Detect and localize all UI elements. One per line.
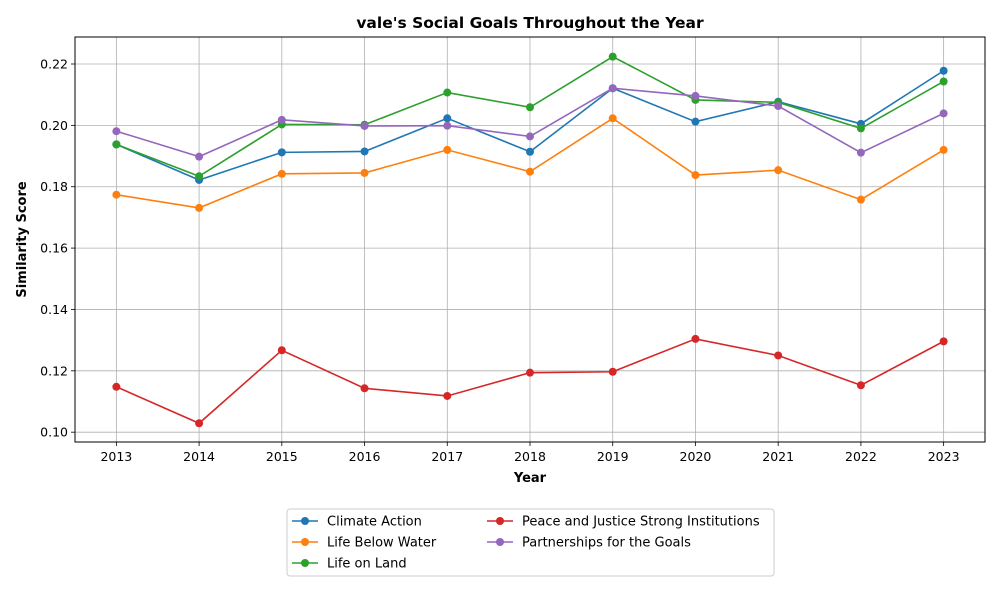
legend-label: Peace and Justice Strong Institutions — [522, 515, 760, 530]
legend-item: Partnerships for the Goals — [487, 536, 691, 551]
x-tick-label: 2014 — [183, 449, 215, 464]
data-point — [443, 88, 452, 97]
legend: Climate Action Life Below Water Life on La… — [286, 508, 775, 577]
data-point — [277, 148, 286, 157]
data-point — [939, 77, 948, 86]
data-point — [360, 168, 369, 177]
data-point — [112, 382, 121, 391]
x-tick-label: 2023 — [928, 449, 960, 464]
x-tick-label: 2021 — [762, 449, 794, 464]
y-tick-label: 0.20 — [40, 118, 68, 133]
data-point — [691, 91, 700, 100]
x-tick-label: 2019 — [597, 449, 629, 464]
data-point — [856, 195, 865, 204]
data-point — [526, 132, 534, 141]
data-point — [856, 124, 865, 133]
y-tick-label: 0.22 — [40, 57, 68, 72]
series-partnerships-for-the-goals — [112, 84, 948, 161]
data-point — [526, 167, 534, 176]
data-point — [774, 102, 783, 111]
legend-label: Partnerships for the Goals — [522, 536, 691, 551]
legend-marker — [496, 517, 504, 525]
data-point — [195, 419, 204, 428]
legend-item: Life Below Water — [292, 536, 437, 551]
legend-box — [286, 508, 775, 577]
data-point — [360, 147, 369, 156]
y-tick-label: 0.12 — [40, 363, 68, 378]
x-tick-label: 2020 — [680, 449, 712, 464]
legend-label: Life on Land — [327, 557, 407, 572]
data-point — [443, 145, 452, 154]
y-tick-label: 0.14 — [40, 302, 68, 317]
legend-item: Climate Action — [292, 515, 422, 530]
x-tick-label: 2015 — [266, 449, 298, 464]
data-point — [443, 121, 452, 130]
data-point — [195, 203, 204, 212]
data-point — [360, 384, 369, 393]
y-axis: 0.10 0.12 0.14 0.16 0.18 0.20 0.22 — [40, 57, 75, 440]
legend-marker — [301, 538, 309, 546]
data-point — [526, 147, 534, 156]
data-point — [277, 346, 286, 355]
x-tick-label: 2018 — [514, 449, 546, 464]
data-point — [608, 114, 617, 123]
data-point — [608, 84, 617, 93]
data-point — [443, 391, 452, 400]
data-point — [856, 381, 865, 390]
data-point — [691, 334, 700, 343]
data-point — [112, 140, 121, 149]
data-point — [112, 190, 121, 199]
data-point — [939, 145, 948, 154]
x-axis-title: Year — [513, 471, 547, 486]
x-axis: 2013 2014 2015 2016 2017 2018 2019 2020 2021 2022… — [100, 442, 960, 464]
legend-marker — [301, 517, 309, 525]
data-point — [939, 337, 948, 346]
series-peace-and-justice-strong-institutions — [112, 334, 948, 428]
x-tick-label: 2016 — [349, 449, 381, 464]
legend-label: Life Below Water — [327, 536, 437, 551]
data-point — [774, 351, 783, 360]
data-point — [526, 368, 534, 377]
data-point — [939, 109, 948, 118]
data-point — [939, 66, 948, 75]
x-tick-label: 2017 — [431, 449, 463, 464]
legend-item: Life on Land — [292, 557, 407, 572]
x-tick-label: 2013 — [100, 449, 132, 464]
legend-label: Climate Action — [327, 515, 422, 530]
data-point — [774, 166, 783, 175]
y-tick-label: 0.18 — [40, 179, 68, 194]
data-point — [856, 148, 865, 157]
data-point — [277, 169, 286, 178]
data-point — [608, 367, 617, 376]
data-point — [195, 152, 204, 161]
x-tick-label: 2022 — [845, 449, 877, 464]
y-axis-title: Similarity Score — [15, 181, 30, 298]
data-point — [195, 172, 204, 181]
legend-item: Peace and Justice Strong Institutions — [487, 515, 760, 530]
data-point — [443, 114, 452, 123]
y-tick-label: 0.16 — [40, 241, 68, 256]
data-point — [360, 121, 369, 130]
legend-marker — [301, 559, 309, 567]
series-lines — [112, 52, 948, 428]
data-point — [691, 171, 700, 180]
data-point — [277, 115, 286, 124]
legend-marker — [496, 538, 504, 546]
data-point — [608, 52, 617, 61]
data-point — [526, 103, 534, 112]
chart-title: vale's Social Goals Throughout the Year — [356, 14, 704, 32]
data-point — [112, 127, 121, 136]
data-point — [691, 117, 700, 126]
series-life-below-water — [112, 114, 948, 212]
y-tick-label: 0.10 — [40, 425, 68, 440]
